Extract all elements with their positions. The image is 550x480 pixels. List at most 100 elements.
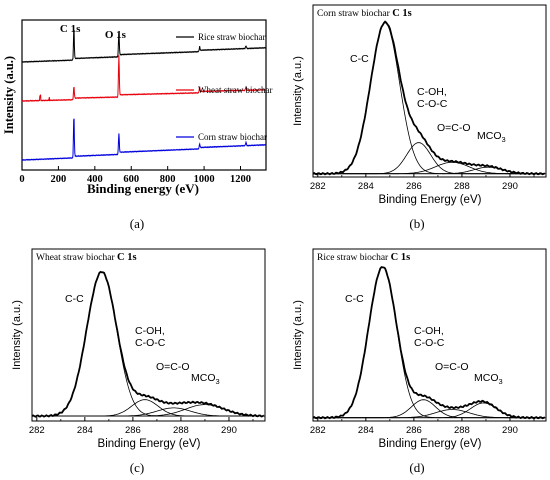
panel-a-series bbox=[21, 29, 267, 162]
panel-b-corn-c1s: Corn straw biochar C 1s Intensity (a.u.)… bbox=[292, 4, 547, 231]
panel-a-plot-frame bbox=[21, 19, 267, 171]
panel-a-legend-label-2: Corn straw biochar bbox=[198, 132, 267, 142]
panel-b-x-tick-label-1: 284 bbox=[358, 181, 374, 192]
panel-c-plot-frame bbox=[31, 248, 266, 422]
panel-b-peak-label-1: C-OH, C-O-C bbox=[417, 86, 448, 110]
panel-c-wheat-c1s: Wheat straw biochar C 1s Intensity (a.u.… bbox=[11, 248, 266, 475]
panel-c-peak-label-1: C-OH, C-O-C bbox=[135, 325, 166, 349]
panel-d-x-tick-label-4: 290 bbox=[502, 425, 518, 436]
panel-b-peak-label-3: MCO3 bbox=[477, 130, 506, 144]
panel-b-peak-labels: C-C C-OH, C-O-C O=C-O MCO3 bbox=[350, 53, 506, 144]
panel-d-peak-label-3-subscript: 3 bbox=[499, 377, 503, 386]
panel-a-x-tick-label-3: 600 bbox=[123, 174, 139, 185]
panel-d-peak-label-2: O=C-O bbox=[435, 361, 469, 373]
panel-b-peak-label-3-subscript: 3 bbox=[502, 135, 506, 144]
panel-d-peak-label-1-line2: C-O-C bbox=[414, 337, 445, 349]
panel-a-series-line-1 bbox=[21, 55, 267, 103]
panel-c-peak-label-2-text: O=C-O bbox=[156, 361, 190, 373]
panel-b-peak-label-0-text: C-C bbox=[350, 53, 369, 65]
panel-c-title-sample: Wheat straw biochar bbox=[36, 253, 117, 263]
panel-c-peak-label-3-subscript: 3 bbox=[216, 377, 220, 386]
panel-b-x-axis-label: Binding Energy (eV) bbox=[379, 194, 482, 206]
panel-a-peak-label-0: C 1s bbox=[60, 23, 81, 35]
panel-a-series-line-2 bbox=[21, 118, 267, 162]
panel-c-fit-curves bbox=[31, 270, 265, 418]
panel-b-title-core-level: C 1s bbox=[392, 8, 412, 19]
panel-b-x-tick-label-3: 288 bbox=[454, 181, 470, 192]
panel-a-x-tick-label-0: 0 bbox=[19, 174, 24, 185]
panel-b-fit-curves bbox=[312, 20, 546, 176]
panel-c-peak-label-1-line2: C-O-C bbox=[135, 337, 166, 349]
panel-b-peak-label-1-text: C-OH, bbox=[417, 86, 447, 98]
panel-c-x-tick-label-4: 290 bbox=[221, 425, 237, 436]
panel-d-plot-frame bbox=[312, 248, 547, 422]
panel-b-peak-label-3-text: MCO bbox=[477, 130, 502, 142]
panel-a-x-tick-label-2: 400 bbox=[87, 174, 103, 185]
panel-a-legend-label-0: Rice straw biochar bbox=[198, 32, 265, 42]
panel-a-x-tick-label-6: 1200 bbox=[230, 174, 251, 185]
panel-c-caption: (c) bbox=[130, 460, 144, 475]
panel-c-peak-label-3: MCO3 bbox=[191, 372, 220, 386]
panel-d-peak-label-0: C-C bbox=[345, 293, 364, 305]
panel-b-peak-label-2: O=C-O bbox=[437, 122, 471, 134]
panel-d-peak-label-3-text: MCO bbox=[474, 372, 499, 384]
panel-c-y-axis-label: Intensity (a.u.) bbox=[11, 300, 23, 370]
panel-d-peak-label-0-text: C-C bbox=[345, 293, 364, 305]
panel-d-peak-label-1: C-OH, C-O-C bbox=[414, 325, 445, 349]
panel-c-peak-label-2: O=C-O bbox=[156, 361, 190, 373]
panel-c-x-axis-label: Binding Energy (eV) bbox=[98, 438, 201, 450]
panel-b-x-tick-label-0: 282 bbox=[310, 181, 326, 192]
panel-d-title-sample: Rice straw biochar bbox=[317, 253, 391, 263]
panel-a-series-line-0 bbox=[21, 29, 267, 64]
panel-d-title: Rice straw biochar C 1s bbox=[317, 252, 410, 263]
panel-a-legend-label-1: Wheat straw biochar bbox=[198, 85, 272, 95]
panel-c-x-tick-label-0: 282 bbox=[29, 425, 45, 436]
panel-d-x-tick-label-2: 286 bbox=[406, 425, 422, 436]
panel-b-y-axis-label: Intensity (a.u.) bbox=[292, 56, 304, 126]
panel-d-fit-curves bbox=[312, 266, 546, 420]
panel-d-envelope bbox=[312, 266, 546, 420]
panel-d-title-core-level: C 1s bbox=[391, 252, 411, 263]
panel-d-peak-labels: C-C C-OH, C-O-C O=C-O MCO3 bbox=[345, 293, 503, 386]
panel-d-caption: (d) bbox=[409, 460, 424, 475]
panel-c-x-tick-label-2: 286 bbox=[125, 425, 141, 436]
panel-c-title-core-level: C 1s bbox=[117, 252, 137, 263]
panel-b-title-sample: Corn straw biochar bbox=[317, 9, 392, 19]
panel-d-rice-c1s: Rice straw biochar C 1s Intensity (a.u.)… bbox=[292, 248, 547, 475]
panel-c-x-tick-label-1: 284 bbox=[77, 425, 93, 436]
panel-b-peak-label-2-text: O=C-O bbox=[437, 122, 471, 134]
panel-a-legend: Rice straw biochar Wheat straw biochar Cor… bbox=[176, 32, 272, 142]
panel-d-y-axis-label: Intensity (a.u.) bbox=[292, 300, 304, 370]
panel-b-x-tick-label-2: 286 bbox=[406, 181, 422, 192]
panel-c-x-ticks: 282 284 286 288 290 bbox=[29, 417, 254, 436]
panel-d-x-tick-label-3: 288 bbox=[454, 425, 470, 436]
panel-d-peak-label-1-text: C-OH, bbox=[414, 325, 444, 337]
panel-a-survey-spectra: Intensity (a.u.) Binding energy (eV) 0 20… bbox=[2, 19, 272, 231]
panel-a-y-axis-label: Intensity (a.u.) bbox=[2, 56, 16, 134]
panel-b-plot-frame bbox=[312, 4, 547, 178]
panel-a-x-axis-label: Binding energy (eV) bbox=[87, 181, 199, 196]
panel-b-envelope bbox=[312, 20, 546, 176]
panel-a-x-tick-label-4: 800 bbox=[160, 174, 176, 185]
panel-c-peak-label-0: C-C bbox=[65, 293, 84, 305]
panel-d-peak-label-3: MCO3 bbox=[474, 372, 503, 386]
panel-b-x-tick-label-4: 290 bbox=[502, 181, 518, 192]
panel-a-x-tick-label-1: 200 bbox=[51, 174, 67, 185]
panel-c-title: Wheat straw biochar C 1s bbox=[36, 252, 137, 263]
panel-c-peak-label-0-text: C-C bbox=[65, 293, 84, 305]
panel-a-caption: (a) bbox=[130, 216, 144, 231]
panel-a-x-tick-label-5: 1000 bbox=[194, 174, 215, 185]
panel-b-x-ticks: 282 284 286 288 290 bbox=[310, 173, 535, 192]
panel-b-peak-label-0: C-C bbox=[350, 53, 369, 65]
panel-c-x-tick-label-3: 288 bbox=[173, 425, 189, 436]
panel-d-x-tick-label-0: 282 bbox=[310, 425, 326, 436]
panel-a-peak-label-1: O 1s bbox=[105, 29, 127, 41]
panel-c-peak-label-3-text: MCO bbox=[191, 372, 216, 384]
panel-d-x-ticks: 282 284 286 288 290 bbox=[310, 417, 535, 436]
panel-a-x-ticks: 0 200 400 600 800 1000 1200 bbox=[19, 166, 251, 185]
panel-d-x-axis-label: Binding Energy (eV) bbox=[379, 438, 482, 450]
panel-d-peak-label-2-text: O=C-O bbox=[435, 361, 469, 373]
panel-b-peak-label-1-line2: C-O-C bbox=[417, 98, 448, 110]
